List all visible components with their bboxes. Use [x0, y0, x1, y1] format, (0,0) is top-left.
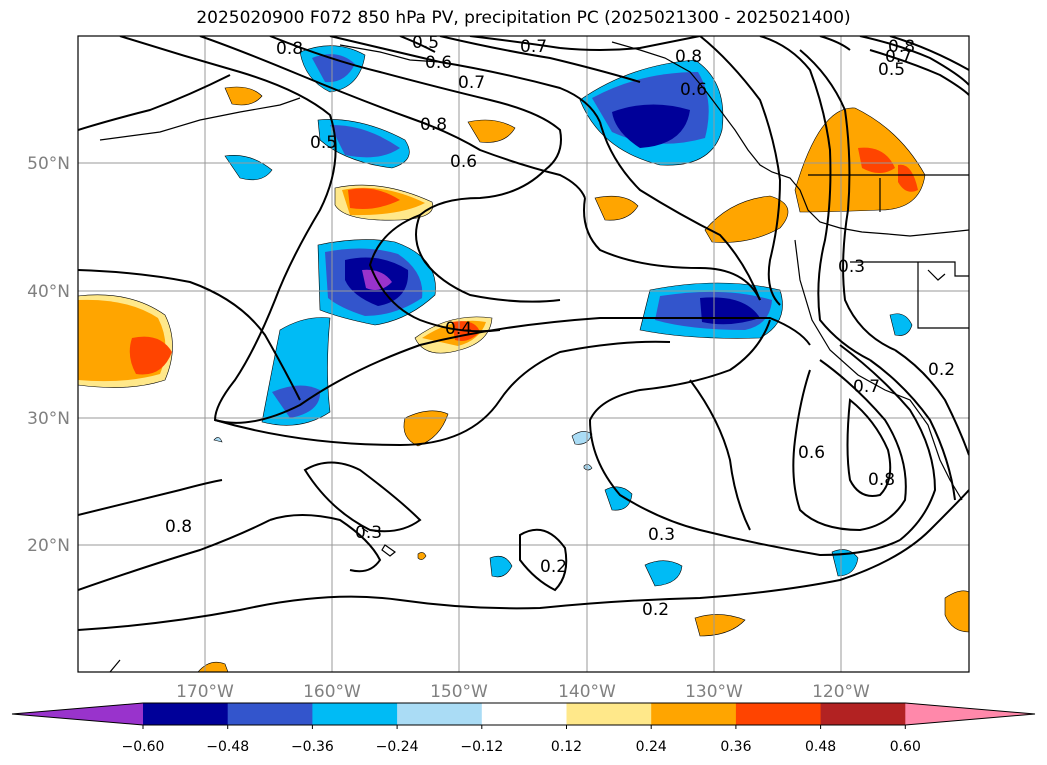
contour-label: 0.8	[165, 517, 192, 537]
colorbar-segment	[820, 703, 906, 725]
colorbar-segment	[227, 703, 313, 725]
colorbar-extend-min	[12, 703, 143, 725]
longitude-labels: 170°W 160°W 150°W 140°W 130°W 120°W	[176, 682, 870, 702]
colorbar-tick-label: 0.60	[890, 739, 921, 755]
lat-label: 20°N	[27, 536, 70, 556]
contour-label: 0.2	[928, 360, 955, 380]
contour-label: 0.3	[648, 525, 675, 545]
colorbar-tick-label: 0.36	[720, 739, 751, 755]
lat-label: 40°N	[27, 282, 70, 302]
lat-label: 30°N	[27, 409, 70, 429]
contour-label: 0.8	[868, 470, 895, 490]
contour-label: 0.3	[838, 257, 865, 277]
contour-label: 0.8	[276, 39, 303, 59]
lon-label: 130°W	[685, 682, 743, 702]
pv-contour-labels: 0.8 0.5 0.6 0.7 0.8 0.6 0.5 0.8 0.7 0.6 …	[165, 33, 955, 620]
colorbar-segment	[143, 703, 229, 725]
contour-label: 0.3	[355, 523, 382, 543]
precip-negative-shading	[213, 45, 913, 587]
precip-positive-shading	[78, 86, 969, 672]
map-frame	[77, 35, 970, 673]
contour-label: 0.5	[878, 60, 905, 80]
colorbar-segment	[397, 703, 483, 725]
contour-label: 0.2	[540, 557, 567, 577]
colorbar-segment	[566, 703, 652, 725]
contour-label: 0.6	[798, 443, 825, 463]
contour-label: 0.7	[458, 73, 485, 93]
contour-label: 0.6	[450, 152, 477, 172]
contour-label: 0.8	[420, 115, 447, 135]
colorbar-tick-label: −0.48	[206, 739, 249, 755]
contour-label: 0.6	[680, 80, 707, 100]
colorbar	[11, 702, 1036, 726]
colorbar-segment	[481, 703, 567, 725]
colorbar-tick-label: 0.12	[551, 739, 582, 755]
colorbar-tick-label: −0.24	[376, 739, 419, 755]
contour-label: 0.8	[888, 37, 915, 57]
colorbar-extend-max	[905, 703, 1035, 725]
contour-label: 0.2	[642, 600, 669, 620]
map-panel: 0.8 0.5 0.6 0.7 0.8 0.6 0.5 0.8 0.7 0.6 …	[78, 33, 969, 672]
pv-contour-lines	[78, 36, 969, 631]
lon-label: 140°W	[558, 682, 616, 702]
colorbar-segment	[312, 703, 398, 725]
contour-label: 0.6	[425, 53, 452, 73]
contour-label: 0.4	[445, 319, 472, 339]
contour-label: 0.5	[310, 133, 337, 153]
lat-label: 50°N	[27, 154, 70, 174]
colorbar-tick-labels: −0.60 −0.48 −0.36 −0.24 −0.12 0.12 0.24 0.36 0.4…	[122, 725, 921, 755]
lon-label: 170°W	[176, 682, 234, 702]
colorbar-segment	[651, 703, 737, 725]
coastlines	[99, 41, 969, 672]
contour-label: 0.5	[412, 33, 439, 53]
contour-label: 0.7	[853, 377, 880, 397]
colorbar-segment	[735, 703, 822, 725]
colorbar-tick-label: −0.36	[291, 739, 334, 755]
lon-label: 150°W	[430, 682, 488, 702]
colorbar-tick-label: −0.60	[122, 739, 165, 755]
contour-label: 0.8	[675, 47, 702, 67]
colorbar-tick-label: 0.48	[805, 739, 836, 755]
lon-label: 160°W	[303, 682, 361, 702]
colorbar-tick-label: −0.12	[460, 739, 503, 755]
graticule	[78, 36, 969, 672]
map-title: 2025020900 F072 850 hPa PV, precipitatio…	[196, 8, 851, 28]
colorbar-tick-label: 0.24	[636, 739, 667, 755]
contour-label: 0.7	[520, 37, 547, 57]
contour-label: 0.7	[885, 47, 912, 67]
lon-label: 120°W	[812, 682, 870, 702]
latitude-labels: 50°N 40°N 30°N 20°N	[27, 154, 70, 556]
